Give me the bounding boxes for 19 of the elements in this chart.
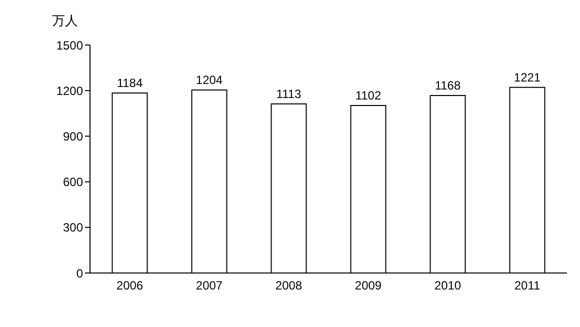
y-tick-label: 0: [76, 266, 84, 280]
y-tick-label: 1500: [56, 38, 84, 52]
data-label: 1102: [355, 88, 382, 102]
x-tick-label: 2007: [196, 278, 223, 293]
y-axis-title: 万人: [52, 12, 78, 30]
x-tick-label: 2008: [275, 278, 302, 293]
y-tick-label: 300: [62, 220, 84, 235]
y-tick-label: 600: [62, 175, 84, 190]
x-tick-label: 2006: [116, 278, 144, 293]
data-label: 1168: [434, 78, 461, 92]
x-tick-label: 2010: [434, 278, 462, 293]
data-label: 1113: [276, 86, 302, 101]
x-tick-label: 2011: [514, 278, 540, 293]
data-label: 1204: [196, 72, 223, 87]
y-tick-label: 900: [62, 129, 84, 144]
y-tick-label: 1200: [56, 84, 84, 98]
data-label: 1184: [116, 76, 143, 90]
data-label: 1221: [514, 70, 541, 84]
x-tick-label: 2009: [354, 278, 382, 293]
